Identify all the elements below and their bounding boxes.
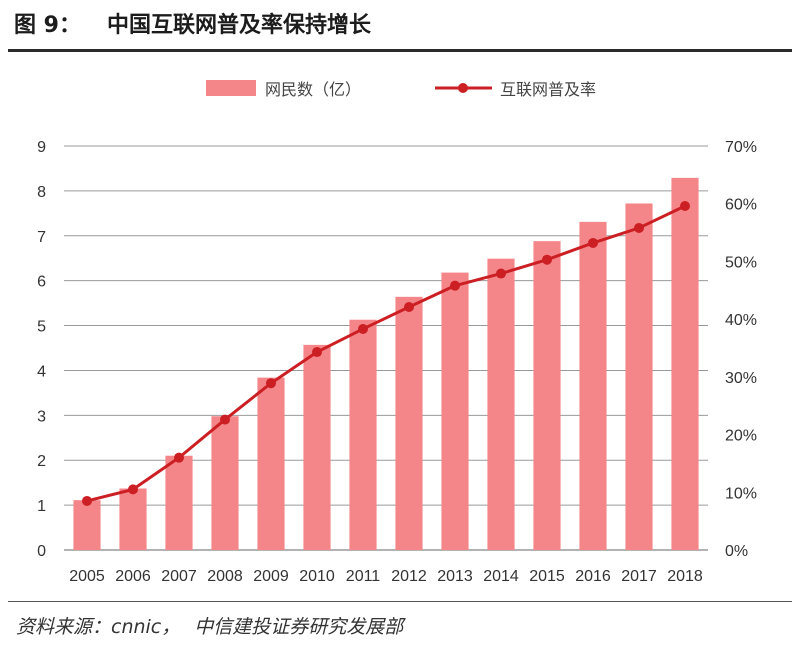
left-tick-label: 3 xyxy=(37,408,46,425)
right-tick-label: 20% xyxy=(725,428,757,445)
bar-series xyxy=(73,177,699,551)
rate-point xyxy=(588,237,598,248)
rate-point xyxy=(358,323,368,334)
rate-point xyxy=(496,268,506,279)
rate-point xyxy=(404,302,414,313)
left-axis: 0 1 2 3 4 5 6 7 8 9 xyxy=(37,139,46,560)
bar xyxy=(303,344,331,550)
figure-number: 图 9： xyxy=(14,13,81,38)
x-tick-label: 2005 xyxy=(69,568,105,585)
x-tick-label: 2016 xyxy=(575,568,611,585)
x-tick-label: 2010 xyxy=(299,568,335,585)
left-tick-label: 7 xyxy=(37,229,46,246)
left-tick-label: 1 xyxy=(37,498,46,515)
x-tick-label: 2007 xyxy=(161,568,197,585)
x-tick-label: 2015 xyxy=(529,568,565,585)
right-tick-label: 40% xyxy=(725,312,757,329)
right-tick-label: 50% xyxy=(725,254,757,271)
left-tick-label: 6 xyxy=(37,274,46,291)
right-tick-label: 10% xyxy=(725,485,757,502)
x-tick-label: 2006 xyxy=(115,568,151,585)
gridlines xyxy=(64,145,708,551)
left-tick-label: 4 xyxy=(37,363,46,380)
bar xyxy=(119,488,147,550)
source-divider xyxy=(8,601,792,602)
figure-title: 图 9： 中国互联网普及率保持增长 xyxy=(14,6,371,46)
x-tick-label: 2018 xyxy=(667,568,703,585)
x-tick-label: 2013 xyxy=(437,568,473,585)
rate-point xyxy=(128,484,138,495)
rate-point xyxy=(312,347,322,358)
rate-point xyxy=(174,452,184,463)
figure-title-text: 中国互联网普及率保持增长 xyxy=(106,13,371,38)
rate-point xyxy=(542,254,552,265)
legend: 网民数（亿） 互联网普及率 xyxy=(206,80,596,99)
bar xyxy=(579,221,607,550)
source-label: 资料来源：cnnic， xyxy=(16,616,181,638)
line-series xyxy=(82,201,690,506)
bar xyxy=(441,272,469,550)
x-tick-label: 2012 xyxy=(391,568,427,585)
x-tick-label: 2011 xyxy=(346,568,381,585)
rate-point xyxy=(220,414,230,425)
rate-point xyxy=(450,280,460,291)
x-tick-label: 2009 xyxy=(253,568,289,585)
left-tick-label: 9 xyxy=(37,139,46,156)
source-org: 中信建投证券研究发展部 xyxy=(194,616,404,638)
rate-point xyxy=(82,495,92,506)
left-tick-label: 0 xyxy=(37,543,46,560)
left-tick-label: 2 xyxy=(37,453,46,470)
title-divider xyxy=(8,49,792,52)
right-tick-label: 70% xyxy=(725,139,757,156)
bar xyxy=(671,177,699,551)
rate-line xyxy=(86,204,686,503)
bar xyxy=(395,296,423,550)
right-tick-label: 60% xyxy=(725,197,757,214)
bar xyxy=(165,455,193,550)
left-tick-label: 8 xyxy=(37,184,46,201)
legend-line-marker xyxy=(458,83,468,93)
x-axis: 2005 2006 2007 2008 2009 2010 2011 2012 2013 2014… xyxy=(69,568,703,585)
right-axis: 0% 10% 20% 30% 40% 50% 60% 70% xyxy=(725,139,757,560)
bar xyxy=(349,319,377,550)
bar xyxy=(73,500,101,550)
x-tick-label: 2014 xyxy=(483,568,519,585)
legend-bar-swatch xyxy=(206,80,256,96)
x-tick-label: 2017 xyxy=(621,568,657,585)
legend-bar-label: 网民数（亿） xyxy=(265,80,361,99)
legend-line-label: 互联网普及率 xyxy=(500,80,596,99)
bar xyxy=(487,258,515,550)
bar xyxy=(625,203,653,551)
right-tick-label: 0% xyxy=(725,543,748,560)
bar xyxy=(533,241,561,551)
source-note: 资料来源：cnnic， 中信建投证券研究发展部 xyxy=(16,612,403,639)
rate-point xyxy=(634,222,644,233)
left-tick-label: 5 xyxy=(37,319,46,336)
bar xyxy=(211,416,239,550)
rate-point xyxy=(266,378,276,389)
right-tick-label: 30% xyxy=(725,370,757,387)
rate-point xyxy=(680,201,690,212)
bar xyxy=(257,377,285,550)
x-tick-label: 2008 xyxy=(207,568,243,585)
